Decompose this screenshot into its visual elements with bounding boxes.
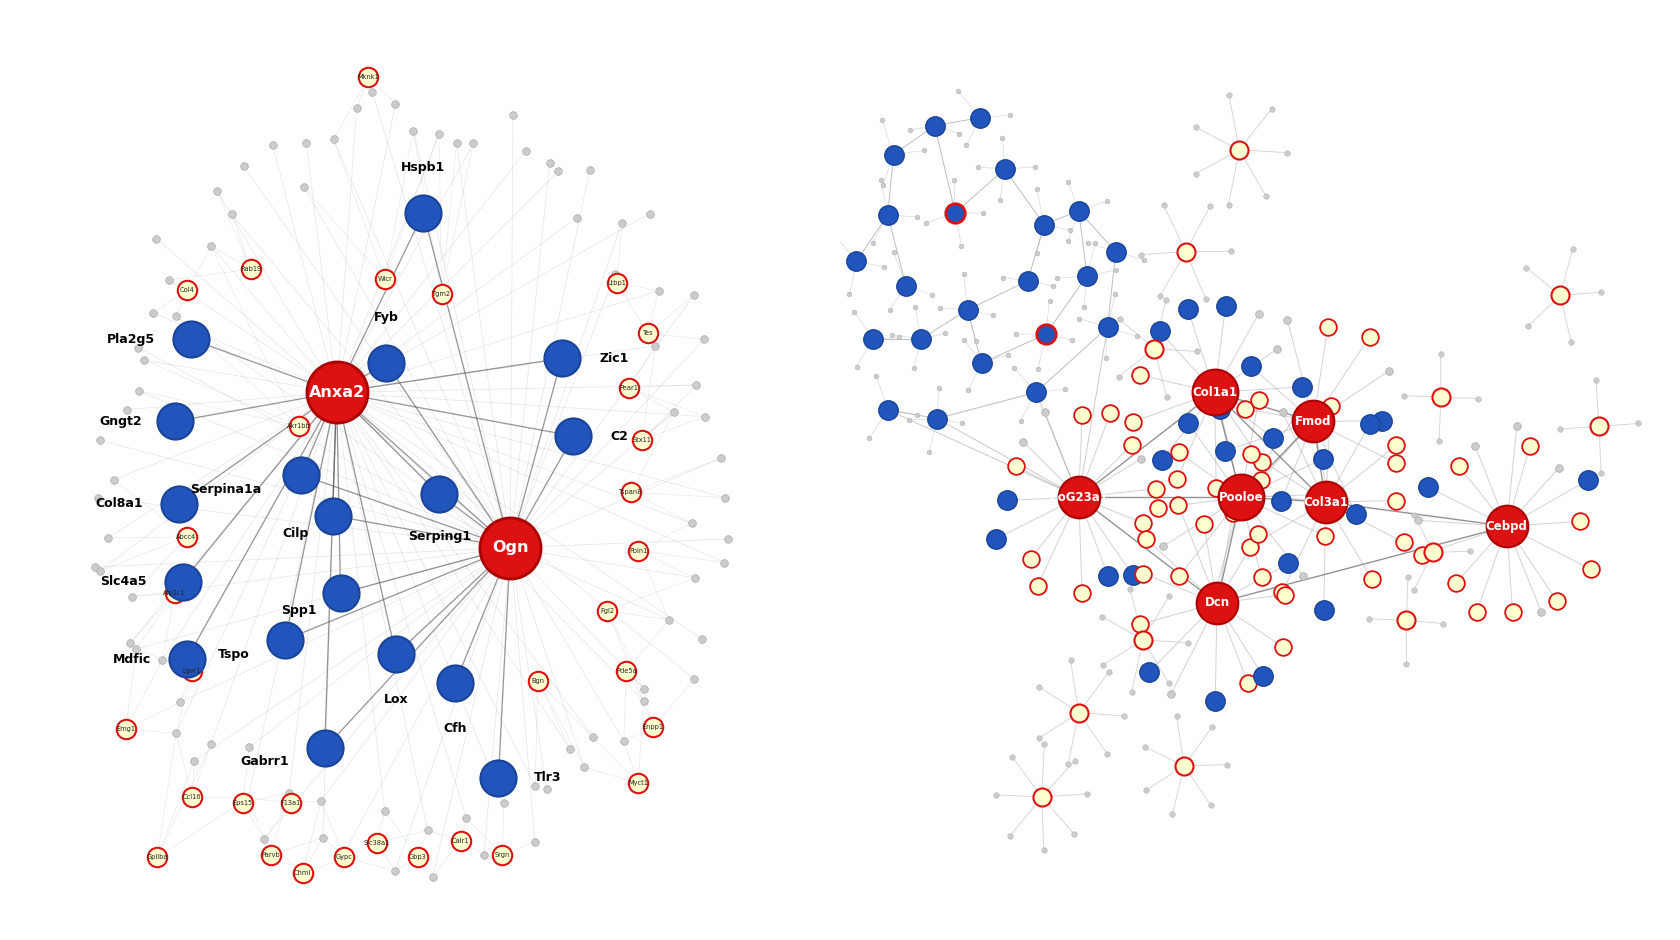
Text: Tgm2: Tgm2	[432, 291, 452, 297]
Text: Ccl16: Ccl16	[183, 794, 202, 800]
Text: Srgn: Srgn	[496, 853, 511, 858]
Text: Eps15: Eps15	[232, 800, 252, 806]
Text: Pde5a: Pde5a	[617, 667, 637, 674]
Text: Dcn: Dcn	[1205, 597, 1230, 609]
Text: Bgn: Bgn	[531, 678, 544, 683]
Text: Gpliba: Gpliba	[146, 854, 168, 860]
Text: Col1a1: Col1a1	[1193, 386, 1236, 399]
Text: Pla2g5: Pla2g5	[108, 333, 155, 346]
Text: Wlcr: Wlcr	[378, 275, 391, 282]
Text: CoG23a1: CoG23a1	[1050, 491, 1109, 504]
Text: Tspo: Tspo	[218, 648, 250, 661]
Text: Gabrr1: Gabrr1	[240, 755, 289, 768]
Text: Fbln1: Fbln1	[628, 547, 647, 554]
Text: Slc38a1: Slc38a1	[365, 839, 390, 846]
Text: Pear1: Pear1	[620, 384, 638, 390]
Text: Fyb: Fyb	[375, 311, 398, 324]
Text: Rab19: Rab19	[240, 266, 260, 273]
Text: Pooloe: Pooloe	[1218, 491, 1263, 504]
Text: Lox: Lox	[383, 693, 408, 706]
Text: Hspb1: Hspb1	[402, 161, 445, 174]
Text: C2: C2	[610, 430, 628, 443]
Text: Serpina1a: Serpina1a	[190, 483, 262, 496]
Text: Tspan8: Tspan8	[620, 490, 643, 495]
Text: Gbp3: Gbp3	[408, 854, 427, 860]
Text: Gypc: Gypc	[336, 854, 353, 860]
Text: Zic1: Zic1	[600, 352, 628, 365]
Text: Gngt2: Gngt2	[99, 415, 141, 428]
Text: F13a1: F13a1	[281, 800, 301, 806]
Text: Ogn: Ogn	[492, 540, 529, 556]
Text: Fmod: Fmod	[1295, 415, 1332, 428]
Text: Cfh: Cfh	[444, 722, 467, 735]
Text: Anxa2: Anxa2	[309, 384, 365, 400]
Text: Tes: Tes	[643, 330, 654, 337]
Text: Alp2c1: Alp2c1	[163, 590, 186, 596]
Text: Chml: Chml	[294, 870, 311, 876]
Text: Myct1: Myct1	[628, 780, 648, 787]
Text: Akr1bb: Akr1bb	[287, 423, 311, 430]
Text: Ltbp1: Ltbp1	[608, 280, 627, 286]
Text: Stx11: Stx11	[633, 437, 652, 443]
Text: Slc4a5: Slc4a5	[101, 575, 148, 588]
Text: Tlr3: Tlr3	[534, 771, 561, 784]
Text: Cilp: Cilp	[282, 526, 309, 540]
Text: Mdfic: Mdfic	[113, 652, 151, 666]
Text: Abcc4: Abcc4	[176, 534, 197, 540]
Text: Spp1: Spp1	[281, 604, 318, 618]
Text: Fgl2: Fgl2	[600, 607, 615, 614]
Text: Cebpd: Cebpd	[1485, 520, 1527, 533]
Text: Calr1: Calr1	[452, 838, 469, 844]
Text: Emg1: Emg1	[116, 726, 136, 732]
Text: Lgvr1: Lgvr1	[183, 667, 202, 674]
Text: Mknk1: Mknk1	[358, 74, 380, 80]
Text: Serping1: Serping1	[408, 530, 470, 543]
Text: Col4: Col4	[180, 288, 195, 293]
Text: Col3a1: Col3a1	[1304, 495, 1347, 509]
Text: Col8a1: Col8a1	[96, 497, 143, 510]
Text: Enpp1: Enpp1	[643, 724, 664, 730]
Text: Parvb: Parvb	[262, 853, 281, 858]
